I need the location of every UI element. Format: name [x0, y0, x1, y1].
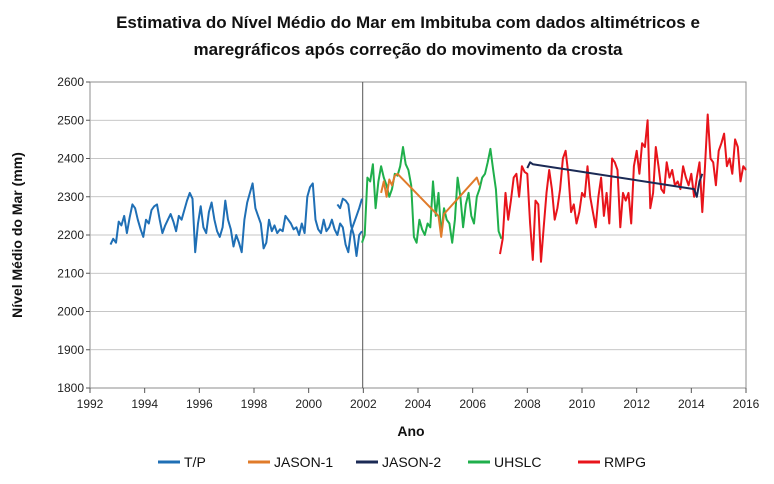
- y-tick-label: 2400: [57, 152, 84, 166]
- gridlines: [86, 81, 747, 393]
- x-tick-label: 2012: [623, 397, 650, 411]
- y-tick-labels: 1800 1900 2000 2100 2200 2300 2400 2500 2600: [57, 75, 84, 395]
- x-tick-label: 2006: [459, 397, 486, 411]
- legend-label-jason-2: JASON-2: [382, 454, 441, 470]
- chart-title-line2: maregráficos após correção do movimento …: [194, 40, 623, 59]
- x-tick-label: 2010: [569, 397, 596, 411]
- series-line-uhslc: [361, 146, 503, 244]
- x-tick-label: 2016: [733, 397, 760, 411]
- y-tick-label: 1900: [57, 343, 84, 357]
- y-axis-label: Nível Médio do Mar (mm): [9, 152, 25, 318]
- y-tick-label: 2500: [57, 113, 84, 127]
- x-axis-label: Ano: [397, 423, 424, 439]
- series-line-jason-1: [380, 172, 481, 238]
- series-line-jason-2: [526, 161, 704, 198]
- x-tick-label: 1998: [241, 397, 268, 411]
- x-tick-label: 1994: [131, 397, 158, 411]
- series-line-t-p: [109, 182, 363, 254]
- legend-label-rmpg: RMPG: [604, 454, 646, 470]
- x-tick-label: 2014: [678, 397, 705, 411]
- x-tick-label: 2000: [295, 397, 322, 411]
- series-line-rmpg: [499, 113, 747, 263]
- x-tick-labels: 1992 1994 1996 1998 2000 2002 2004 2006 2008 2010…: [77, 397, 760, 411]
- chart-title-line1: Estimativa do Nível Médio do Mar em Imbi…: [116, 13, 700, 32]
- y-tick-label: 2000: [57, 305, 84, 319]
- x-tick-label: 1996: [186, 397, 213, 411]
- x-tick-label: 1992: [77, 397, 104, 411]
- y-tick-label: 2600: [57, 75, 84, 89]
- legend: T/P JASON-1 JASON-2 UHSLC RMPG: [158, 454, 646, 470]
- series-line-t-p-b: [336, 197, 363, 257]
- legend-label-t-p: T/P: [184, 454, 206, 470]
- y-tick-label: 2100: [57, 266, 84, 280]
- y-tick-label: 2300: [57, 190, 84, 204]
- x-tick-label: 2008: [514, 397, 541, 411]
- x-tick-label: 2004: [405, 397, 432, 411]
- legend-label-jason-1: JASON-1: [274, 454, 333, 470]
- y-tick-label: 1800: [57, 381, 84, 395]
- series-group: [109, 113, 747, 263]
- legend-label-uhslc: UHSLC: [494, 454, 541, 470]
- x-tick-label: 2002: [350, 397, 377, 411]
- y-tick-label: 2200: [57, 228, 84, 242]
